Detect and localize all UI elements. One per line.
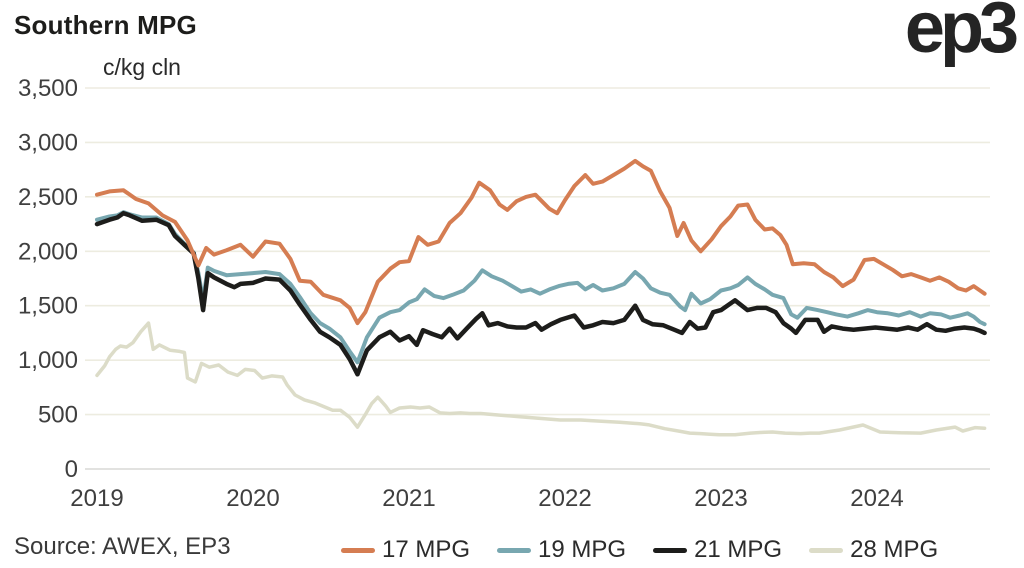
page-title: Southern MPG (14, 10, 197, 40)
x-tick-label: 2019 (70, 485, 123, 512)
y-axis-unit-label: c/kg cln (103, 54, 181, 80)
legend-label: 19 MPG (538, 536, 627, 563)
series-line-21-mpg (94, 210, 987, 377)
legend-swatch (341, 547, 375, 553)
y-tick-label: 0 (65, 456, 78, 483)
series-line-17-mpg (95, 158, 987, 326)
legend-item-19-mpg: 19 MPG (497, 536, 626, 564)
legend-item-17-mpg: 17 MPG (341, 536, 470, 564)
legend-label: 21 MPG (694, 536, 783, 563)
legend-swatch (497, 547, 532, 553)
legend-item-28-mpg: 28 MPG (809, 536, 938, 564)
legend-label: 17 MPG (382, 536, 471, 563)
ep3-logo: ep3 (904, 0, 1019, 68)
x-tick-label: 2020 (226, 485, 279, 512)
legend-label: 28 MPG (850, 536, 939, 563)
legend-swatch (653, 547, 688, 553)
y-tick-label: 3,500 (18, 75, 78, 102)
legend-swatch (809, 547, 844, 553)
y-tick-label: 1,000 (18, 347, 78, 374)
y-tick-label: 2,500 (18, 184, 78, 211)
x-tick-label: 2022 (538, 485, 591, 512)
series-line-19-mpg (95, 210, 987, 365)
chart-legend: 17 MPG 19 MPG 21 MPG 28 MPG (341, 536, 938, 564)
y-tick-label: 500 (38, 402, 78, 429)
x-tick-label: 2021 (382, 485, 435, 512)
x-tick-label: 2023 (694, 485, 747, 512)
y-tick-label: 1,500 (18, 293, 78, 320)
x-tick-label: 2024 (850, 485, 903, 512)
y-tick-label: 3,000 (18, 129, 78, 156)
source-note: Source: AWEX, EP3 (14, 533, 231, 560)
series-line-28-mpg (95, 321, 987, 437)
y-tick-label: 2,000 (18, 238, 78, 265)
legend-item-21-mpg: 21 MPG (653, 536, 782, 564)
